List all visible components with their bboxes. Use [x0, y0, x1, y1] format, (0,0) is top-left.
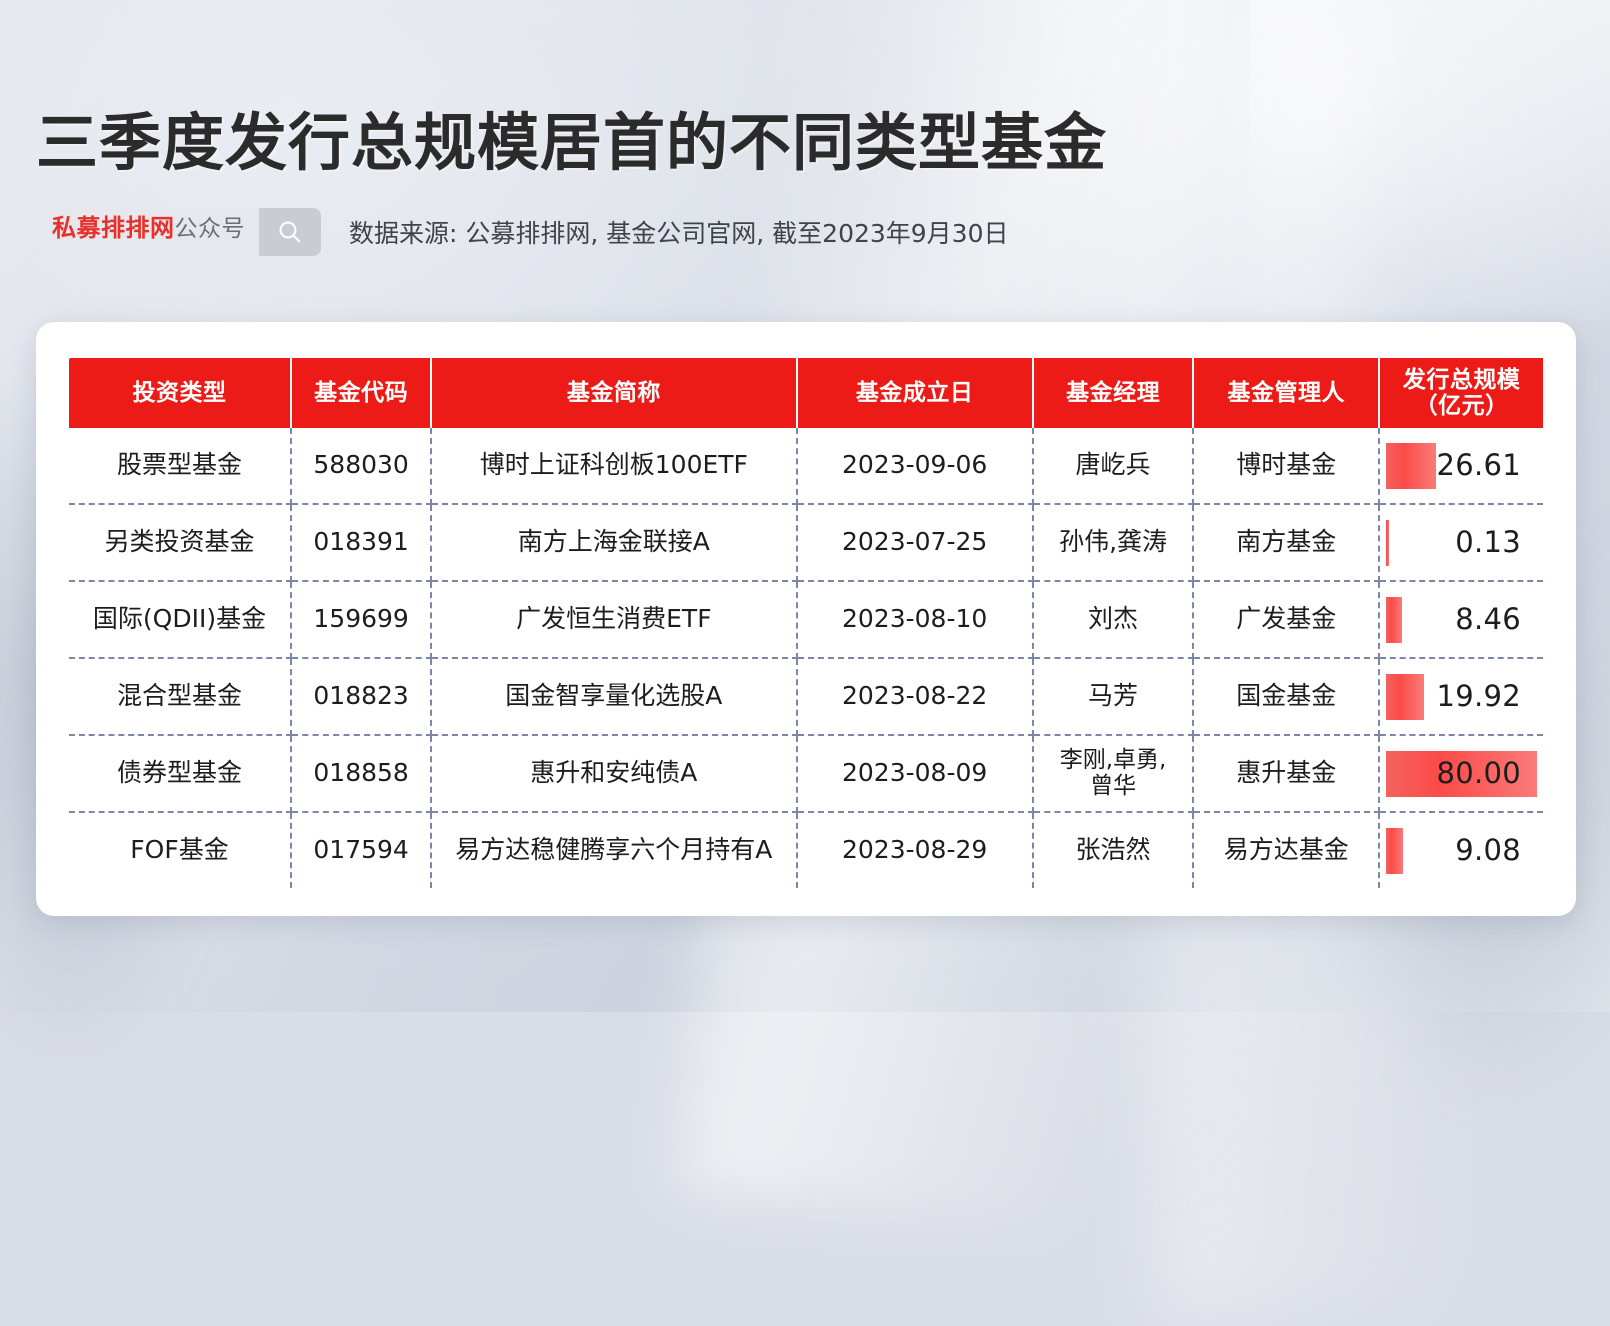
- cell-inception-date: 2023-08-10: [796, 581, 1034, 659]
- cell-investment-type: 国际(QDII)基金: [69, 581, 293, 659]
- table-card: 投资类型 基金代码 基金简称 基金成立日 基金经理 基金管理人 发行总规模 （亿…: [36, 322, 1576, 916]
- cell-investment-type: 混合型基金: [69, 658, 293, 736]
- cell-total-issuance: 19.92: [1379, 658, 1543, 736]
- cell-total-issuance: 8.46: [1379, 581, 1543, 659]
- data-source-text: 数据来源: 公募排排网, 基金公司官网, 截至2023年9月30日: [349, 219, 1009, 248]
- value-bar: [1386, 827, 1404, 874]
- brand-suffix: 公众号: [174, 216, 245, 242]
- cell-inception-date: 2023-08-29: [796, 812, 1034, 888]
- cell-fund-code: 018858: [291, 735, 433, 813]
- cell-fund-manager: 刘杰: [1032, 581, 1195, 659]
- cell-fund-manager: 李刚,卓勇, 曾华: [1032, 735, 1195, 813]
- value-bar: [1386, 519, 1389, 566]
- table-header: 投资类型 基金代码 基金简称 基金成立日 基金经理 基金管理人 发行总规模 （亿…: [69, 358, 1543, 428]
- value-number: 26.61: [1436, 447, 1521, 482]
- column-header-value: 发行总规模 （亿元）: [1379, 358, 1543, 428]
- column-header-code: 基金代码: [291, 358, 433, 428]
- cell-fund-company: 博时基金: [1193, 428, 1381, 505]
- cell-inception-date: 2023-07-25: [796, 504, 1034, 582]
- cell-fund-manager: 孙伟,龚涛: [1032, 504, 1195, 582]
- value-number: 19.92: [1436, 678, 1521, 713]
- cell-inception-date: 2023-09-06: [796, 428, 1034, 505]
- cell-fund-code: 017594: [291, 812, 433, 888]
- cell-fund-name: 惠升和安纯债A: [431, 735, 798, 813]
- value-bar-wrap: 0.13: [1386, 505, 1537, 580]
- table-row: 股票型基金 588030 博时上证科创板100ETF 2023-09-06 唐屹兵 博时基…: [69, 428, 1543, 505]
- cell-fund-name: 国金智享量化选股A: [431, 658, 798, 736]
- cell-inception-date: 2023-08-09: [796, 735, 1034, 813]
- value-bar-wrap: 19.92: [1386, 659, 1537, 734]
- cell-total-issuance: 9.08: [1379, 812, 1543, 888]
- value-number: 9.08: [1455, 832, 1521, 867]
- cell-fund-name: 南方上海金联接A: [431, 504, 798, 582]
- column-header-date: 基金成立日: [796, 358, 1034, 428]
- cell-fund-company: 惠升基金: [1193, 735, 1381, 813]
- table-row: 混合型基金 018823 国金智享量化选股A 2023-08-22 马芳 国金基金 19.9…: [69, 658, 1543, 736]
- column-header-value-line1: 发行总规模: [1402, 366, 1521, 393]
- cell-fund-manager: 张浩然: [1032, 812, 1195, 888]
- column-header-pm: 基金经理: [1032, 358, 1195, 428]
- table-row: FOF基金 017594 易方达稳健腾享六个月持有A 2023-08-29 张浩然 易方达…: [69, 812, 1543, 888]
- cell-fund-name: 广发恒生消费ETF: [431, 581, 798, 659]
- value-bar-wrap: 9.08: [1386, 813, 1537, 888]
- search-icon[interactable]: [259, 208, 321, 256]
- column-header-company: 基金管理人: [1193, 358, 1381, 428]
- value-bar: [1386, 596, 1403, 643]
- page-title: 三季度发行总规模居首的不同类型基金: [36, 106, 1108, 179]
- column-header-type: 投资类型: [69, 358, 293, 428]
- background-panel-right: [1250, 0, 1610, 320]
- cell-fund-name: 易方达稳健腾享六个月持有A: [431, 812, 798, 888]
- cell-investment-type: FOF基金: [69, 812, 293, 888]
- cell-fund-manager: 马芳: [1032, 658, 1195, 736]
- cell-fund-code: 018823: [291, 658, 433, 736]
- column-header-value-line2: （亿元）: [1414, 393, 1509, 419]
- cell-investment-type: 股票型基金: [69, 428, 293, 505]
- table-body: 股票型基金 588030 博时上证科创板100ETF 2023-09-06 唐屹兵 博时基…: [69, 428, 1543, 888]
- cell-fund-company: 易方达基金: [1193, 812, 1381, 888]
- source-row: 私募排排网 公众号 数据来源: 公募排排网, 基金公司官网, 截至2023年9月…: [36, 208, 1009, 256]
- column-header-name: 基金简称: [431, 358, 798, 428]
- cell-fund-company: 国金基金: [1193, 658, 1381, 736]
- value-bar-wrap: 26.61: [1386, 428, 1537, 503]
- value-bar-wrap: 8.46: [1386, 582, 1537, 657]
- table-header-row: 投资类型 基金代码 基金简称 基金成立日 基金经理 基金管理人 发行总规模 （亿…: [69, 358, 1543, 428]
- cell-investment-type: 另类投资基金: [69, 504, 293, 582]
- cell-fund-manager-line2: 曾华: [1090, 772, 1137, 799]
- cell-total-issuance: 26.61: [1379, 428, 1543, 505]
- brand-label: 私募排排网 公众号: [36, 208, 259, 256]
- value-bar: [1386, 673, 1424, 720]
- table-row: 国际(QDII)基金 159699 广发恒生消费ETF 2023-08-10 刘杰 广发基…: [69, 581, 1543, 659]
- fund-table: 投资类型 基金代码 基金简称 基金成立日 基金经理 基金管理人 发行总规模 （亿…: [69, 358, 1543, 888]
- cell-total-issuance: 80.00: [1379, 735, 1543, 813]
- cell-fund-company: 南方基金: [1193, 504, 1381, 582]
- cell-fund-manager-line1: 李刚,卓勇,: [1059, 746, 1167, 773]
- cell-fund-manager: 唐屹兵: [1032, 428, 1195, 505]
- value-number: 8.46: [1455, 601, 1521, 636]
- cell-investment-type: 债券型基金: [69, 735, 293, 813]
- cell-total-issuance: 0.13: [1379, 504, 1543, 582]
- cell-inception-date: 2023-08-22: [796, 658, 1034, 736]
- brand-badge[interactable]: 私募排排网 公众号: [36, 208, 321, 256]
- cell-fund-code: 018391: [291, 504, 433, 582]
- cell-fund-code: 588030: [291, 428, 433, 505]
- cell-fund-code: 159699: [291, 581, 433, 659]
- table-row: 债券型基金 018858 惠升和安纯债A 2023-08-09 李刚,卓勇, 曾华 惠升基金…: [69, 735, 1543, 813]
- cell-fund-company: 广发基金: [1193, 581, 1381, 659]
- table-row: 另类投资基金 018391 南方上海金联接A 2023-07-25 孙伟,龚涛 南方基金 0…: [69, 504, 1543, 582]
- cell-fund-name: 博时上证科创板100ETF: [431, 428, 798, 505]
- brand-name: 私募排排网: [52, 214, 175, 242]
- value-number: 0.13: [1455, 524, 1521, 559]
- value-bar: [1386, 750, 1537, 797]
- value-bar: [1386, 442, 1437, 489]
- value-bar-wrap: 80.00: [1386, 736, 1537, 811]
- value-number: 80.00: [1436, 755, 1521, 790]
